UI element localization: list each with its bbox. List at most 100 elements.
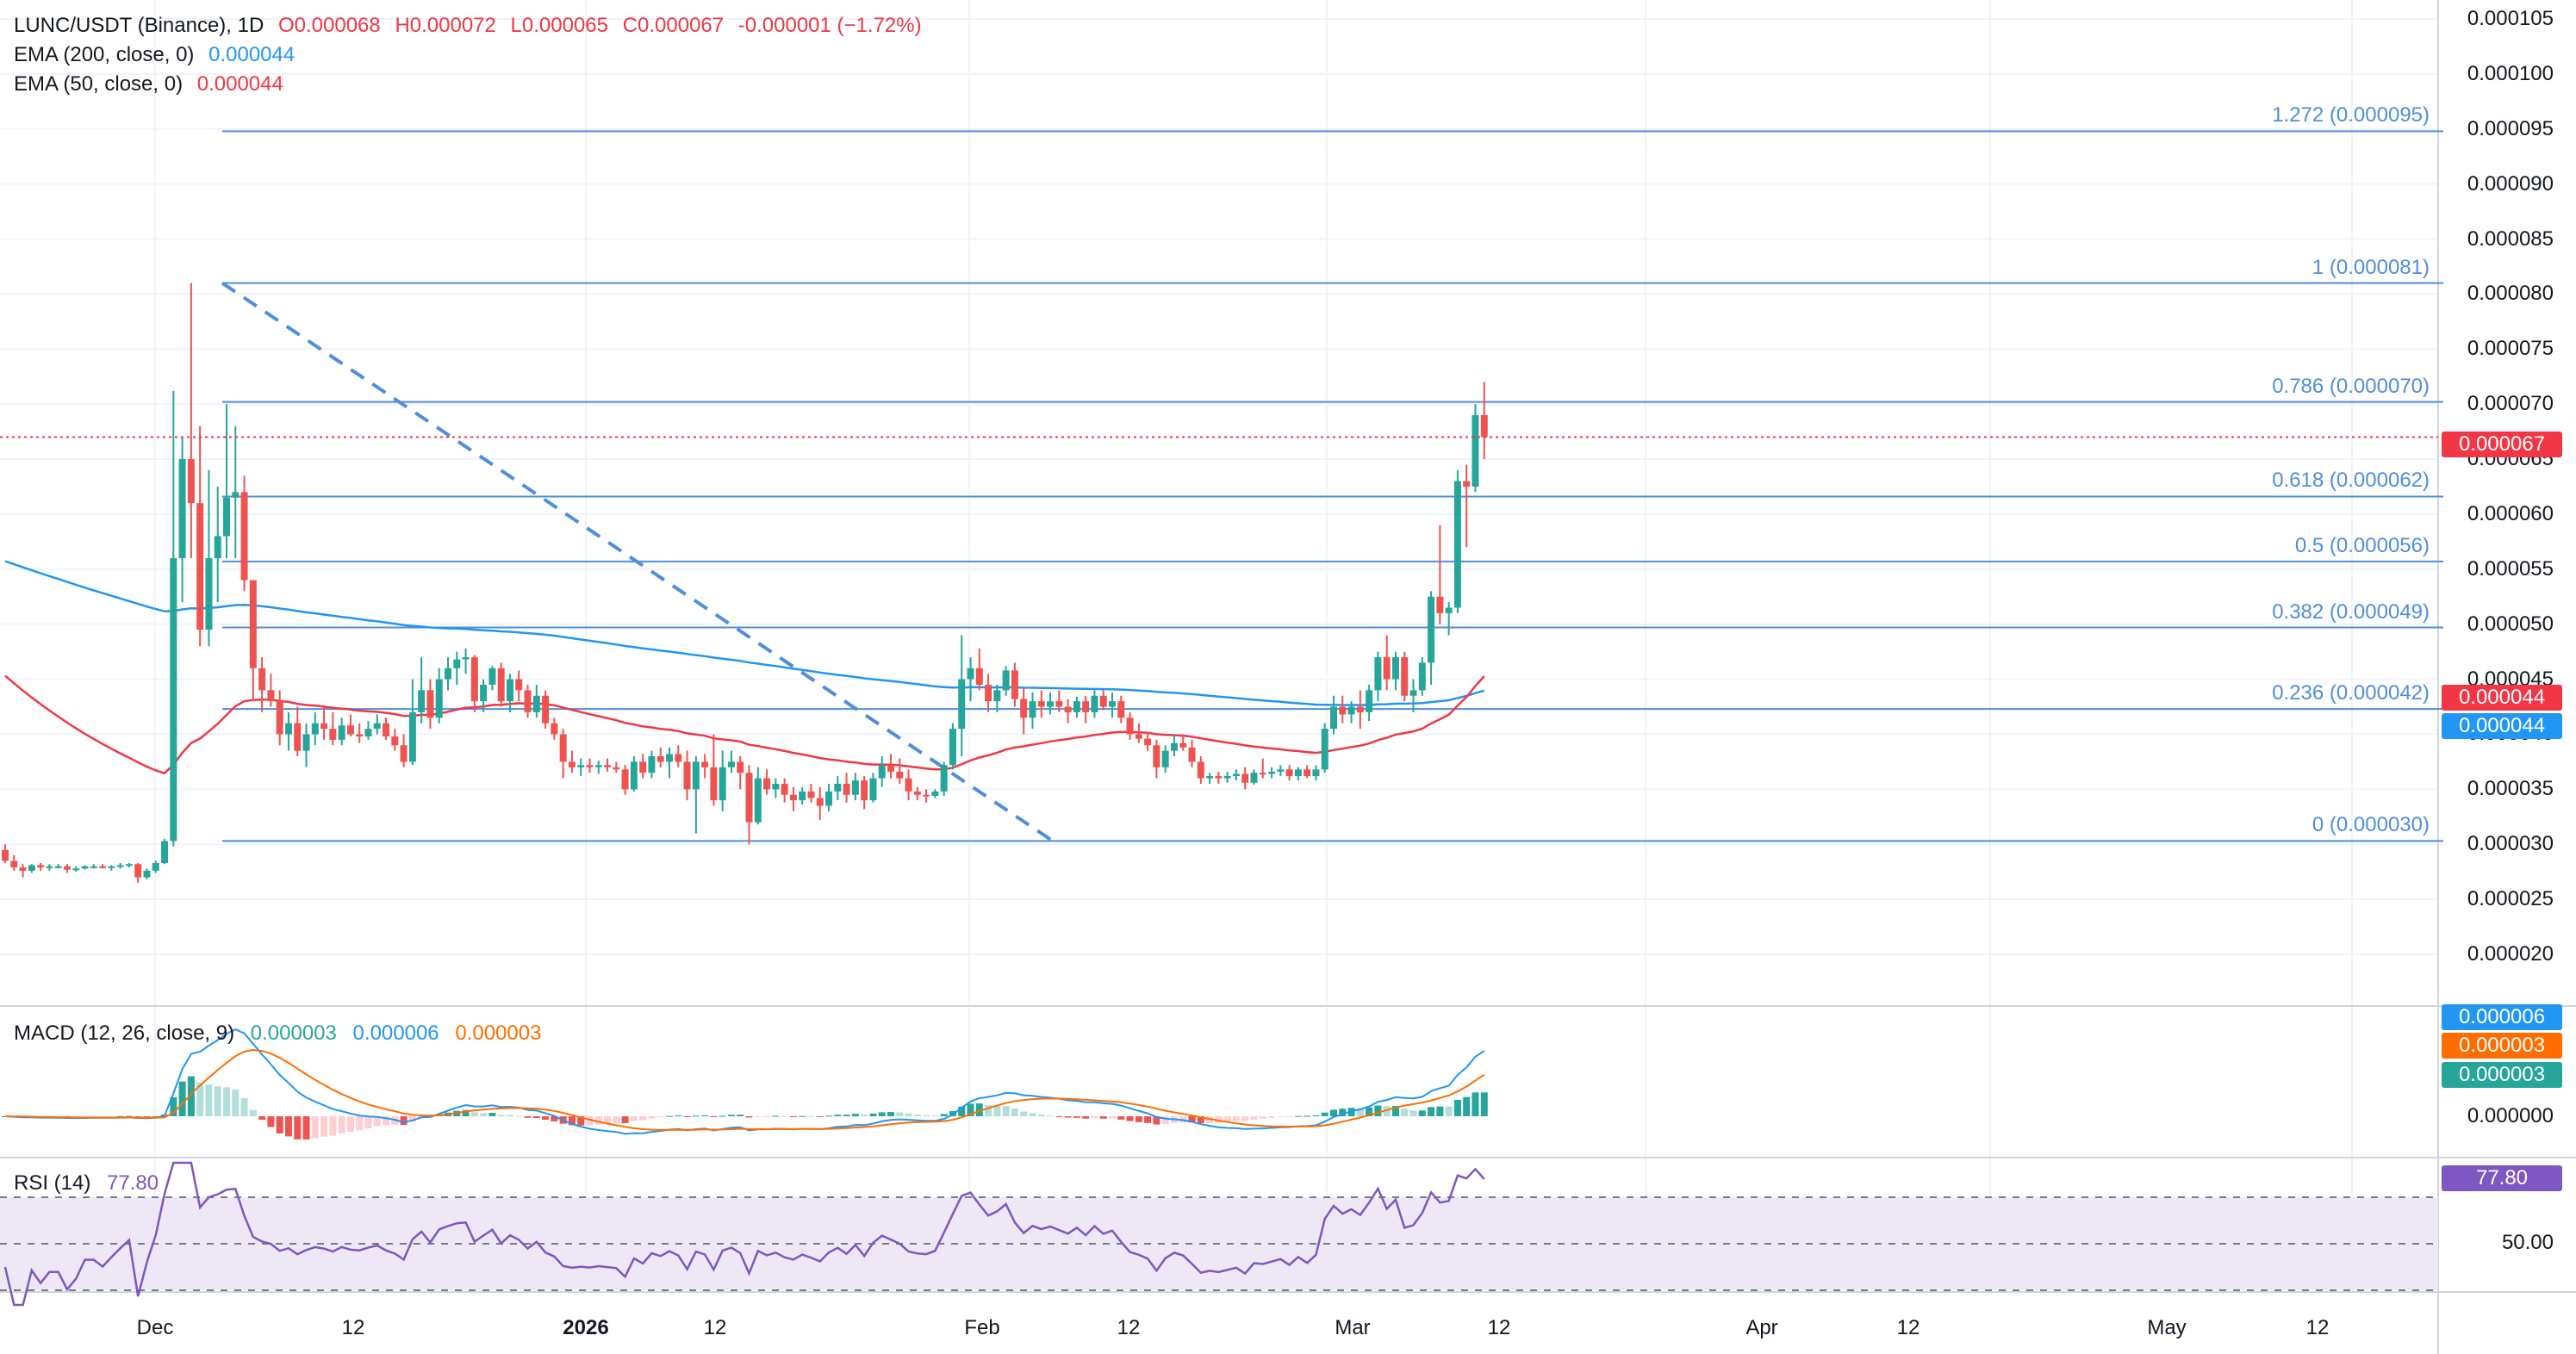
- candle-body: [763, 778, 771, 790]
- candle-body: [1144, 738, 1152, 746]
- macd-histogram-bar: [887, 1112, 894, 1116]
- macd-histogram-bar: [480, 1113, 488, 1116]
- candle-body: [1294, 769, 1302, 777]
- high-value: H0.000072: [395, 14, 496, 37]
- candle-body: [1064, 706, 1072, 712]
- candle-body: [1453, 481, 1461, 608]
- macd-histogram-bar: [772, 1115, 780, 1117]
- candlestick-series: [2, 283, 1488, 883]
- macd-histogram-bar: [621, 1116, 629, 1123]
- macd-histogram-bar: [1409, 1110, 1417, 1116]
- candle-body: [594, 765, 602, 767]
- macd-histogram-bar: [214, 1086, 221, 1116]
- candle-body: [435, 679, 443, 718]
- rsi-legend[interactable]: RSI (14) 77.80: [14, 1171, 169, 1196]
- macd-histogram-bar: [1215, 1116, 1223, 1123]
- macd-histogram-bar: [170, 1096, 177, 1116]
- macd-legend[interactable]: MACD (12, 26, close, 9) 0.000003 0.00000…: [14, 1022, 551, 1046]
- macd-histogram-bar: [985, 1104, 992, 1116]
- macd-histogram-bar: [727, 1115, 735, 1116]
- macd-histogram-bar: [1109, 1116, 1116, 1119]
- ema50-legend[interactable]: EMA (50, close, 0) 0.000044: [14, 72, 292, 96]
- symbol-title: LUNC/USDT (Binance), 1D: [14, 14, 264, 37]
- candle-body: [772, 783, 780, 790]
- candle-body: [258, 668, 266, 691]
- macd-histogram-bar: [1232, 1116, 1240, 1121]
- rsi-line: [3, 1161, 1485, 1307]
- macd-histogram-bar: [1374, 1105, 1382, 1116]
- candle-body: [931, 791, 939, 797]
- macd-histogram-bar: [1002, 1106, 1010, 1116]
- price-axis-label: 0.000020: [2467, 942, 2554, 966]
- candle-body: [1241, 773, 1249, 783]
- candle-body: [586, 765, 594, 767]
- candle-body: [37, 865, 45, 868]
- rsi-band: [0, 1196, 2438, 1291]
- candle-body: [683, 761, 691, 790]
- fib-level-label: 0.236 (0.000042): [2272, 681, 2430, 705]
- macd-histogram-bar: [1321, 1112, 1328, 1116]
- candle-body: [418, 690, 426, 712]
- candle-body: [320, 723, 328, 730]
- macd-histogram-bar: [675, 1115, 682, 1117]
- macd-histogram-bar: [1383, 1106, 1391, 1116]
- macd-histogram-bar: [568, 1116, 576, 1126]
- candle-body: [896, 771, 904, 779]
- candle-body: [408, 711, 416, 762]
- candle-body: [905, 778, 912, 792]
- candle-body: [294, 723, 302, 751]
- candle-body: [1312, 769, 1320, 777]
- macd-histogram-bar: [400, 1116, 408, 1126]
- candle-body: [170, 558, 177, 842]
- candle-body: [1002, 670, 1010, 691]
- ema50-line: [4, 674, 1485, 775]
- time-axis-label: 12: [341, 1316, 365, 1339]
- candle-body: [923, 794, 930, 797]
- price-axis-label: 0.000100: [2467, 61, 2554, 85]
- candle-body: [1135, 734, 1142, 739]
- macd-histogram-bar: [1161, 1116, 1169, 1125]
- macd-histogram-bar: [1117, 1116, 1125, 1120]
- macd-histogram-bar: [1294, 1115, 1302, 1117]
- macd-histogram-bar: [249, 1109, 257, 1116]
- macd-histogram-bar: [346, 1116, 354, 1133]
- macd-label: MACD (12, 26, close, 9): [14, 1022, 235, 1045]
- macd-histogram-bar: [604, 1116, 612, 1124]
- candle-body: [745, 773, 753, 823]
- time-axis-label: Feb: [964, 1316, 1000, 1339]
- ema50-badge: 0.000044: [2442, 685, 2562, 711]
- candle-body: [2, 849, 9, 861]
- candle-body: [445, 668, 451, 680]
- rsi-axis-label: 50.00: [2501, 1231, 2554, 1254]
- candle-body: [613, 767, 620, 770]
- candle-body: [506, 679, 513, 702]
- macd-histogram-bar: [843, 1115, 850, 1116]
- macd-histogram-bar: [294, 1116, 302, 1140]
- ema200-legend[interactable]: EMA (200, close, 0) 0.000044: [14, 43, 303, 67]
- rsi-badge: 77.80: [2442, 1165, 2562, 1191]
- candle-body: [648, 756, 656, 773]
- macd-histogram-bar: [789, 1116, 797, 1117]
- time-axis-label: 12: [2305, 1316, 2330, 1339]
- symbol-legend: LUNC/USDT (Binance), 1D O0.000068 H0.000…: [14, 14, 930, 38]
- macd-histogram-bar: [152, 1115, 159, 1117]
- candle-body: [1321, 729, 1328, 770]
- macd-histogram-bar: [719, 1115, 726, 1117]
- candle-body: [28, 865, 35, 871]
- macd-histogram-bar: [99, 1116, 107, 1117]
- macd-histogram-bar: [940, 1114, 948, 1116]
- macd-histogram-bar: [240, 1097, 248, 1116]
- candle-body: [364, 729, 372, 737]
- macd-histogram-bar: [1011, 1108, 1018, 1116]
- macd-histogram-bar: [143, 1116, 151, 1117]
- candle-body: [1259, 773, 1266, 775]
- candle-body: [754, 778, 762, 823]
- candle-body: [958, 679, 966, 730]
- macd-histogram-bar: [134, 1116, 142, 1117]
- macd-histogram-bar: [284, 1116, 292, 1137]
- candle-body: [1428, 596, 1435, 663]
- macd-histogram-bar: [799, 1115, 806, 1117]
- macd-histogram-bar: [1366, 1107, 1373, 1116]
